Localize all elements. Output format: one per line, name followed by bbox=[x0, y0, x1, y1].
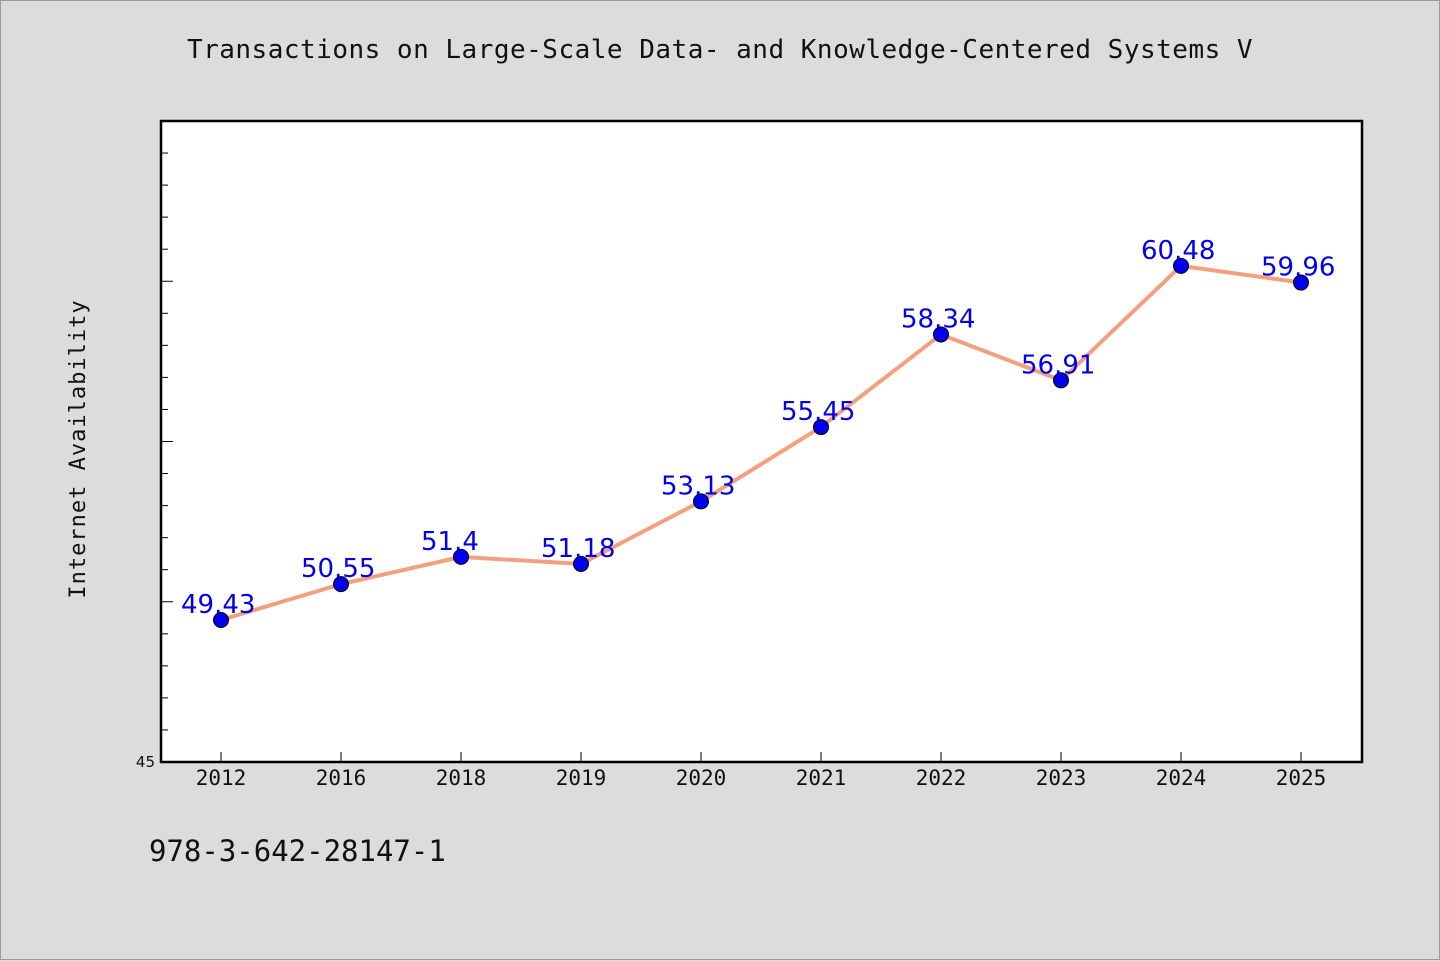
data-point bbox=[573, 555, 589, 572]
data-point bbox=[333, 576, 349, 593]
data-point bbox=[693, 493, 709, 510]
data-label: 55.45 bbox=[781, 397, 855, 427]
data-point bbox=[213, 612, 229, 629]
plot-area bbox=[159, 119, 1364, 764]
data-point bbox=[1053, 372, 1069, 389]
x-tick-label: 2018 bbox=[436, 766, 487, 790]
x-tick-label: 2022 bbox=[916, 766, 967, 790]
data-label: 50.55 bbox=[301, 554, 375, 584]
x-tick-label: 2025 bbox=[1276, 766, 1327, 790]
y-axis-label: Internet Availability bbox=[66, 299, 91, 598]
data-label: 51.18 bbox=[541, 534, 615, 564]
data-label: 60.48 bbox=[1141, 236, 1215, 266]
data-label: 53.13 bbox=[661, 471, 735, 501]
data-point bbox=[1173, 257, 1189, 274]
series-layer: 49.43 50.55 51.4 51.18 53.13 55.45 58.34 56.91 6… bbox=[181, 236, 1335, 629]
x-tick-label: 2020 bbox=[676, 766, 727, 790]
series-line bbox=[220, 263, 1302, 622]
x-tick-label: 2019 bbox=[556, 766, 607, 790]
data-label: 51.4 bbox=[421, 527, 479, 557]
x-tick-label: 2023 bbox=[1036, 766, 1087, 790]
x-axis-ticks: 2012 2016 2018 2019 2020 2021 2022 2023 2024 2025 bbox=[196, 752, 1327, 790]
data-point bbox=[453, 548, 469, 565]
x-tick-label: 2016 bbox=[316, 766, 367, 790]
data-point bbox=[1293, 274, 1309, 291]
x-tick-label: 2021 bbox=[796, 766, 847, 790]
y-tick-label: 45 bbox=[136, 753, 155, 771]
data-label: 56.91 bbox=[1021, 350, 1095, 380]
chart-title: Transactions on Large-Scale Data- and Kn… bbox=[186, 35, 1254, 65]
x-tick-label: 2024 bbox=[1156, 766, 1207, 790]
data-label: 49.43 bbox=[181, 590, 255, 620]
data-point bbox=[813, 419, 829, 436]
x-tick-label: 2012 bbox=[196, 766, 247, 790]
y-axis-ticks: 45 bbox=[136, 120, 173, 771]
data-label: 58.34 bbox=[901, 304, 975, 334]
data-point bbox=[933, 326, 949, 343]
data-label: 59.96 bbox=[1261, 253, 1335, 283]
isbn-text: 978-3-642-28147-1 bbox=[149, 834, 446, 868]
